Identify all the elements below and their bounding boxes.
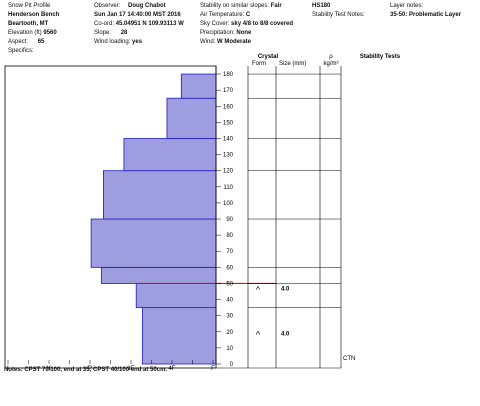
stability-tests-header: Stability Tests — [360, 54, 401, 60]
height-label-80: 80 — [226, 233, 233, 239]
height-label-110: 110 — [223, 185, 233, 191]
hardness-label-1f: 1F — [127, 366, 134, 372]
coord-value: 45.04951 N 109.93113 W — [115, 21, 184, 27]
hardness-layer-7 — [180, 73, 217, 99]
datetime: Sun Jan 17 14:40:00 MST 2016 — [94, 12, 181, 18]
height-label-140: 140 — [223, 136, 234, 142]
crystal-header: Crystal — [258, 54, 279, 60]
hardness-layer-0 — [141, 307, 217, 365]
rho-header: ρ — [329, 54, 333, 60]
height-label-180: 180 — [223, 72, 234, 78]
precip-value: None — [236, 30, 252, 36]
height-label-70: 70 — [226, 249, 233, 255]
height-label-130: 130 — [223, 153, 234, 159]
size-header: Size (mm) — [279, 61, 306, 67]
sky-label: Sky Cover: — [200, 21, 230, 27]
layer-notes-label: Layer notes: — [390, 3, 424, 9]
rho-unit-header: kg/m³ — [324, 61, 339, 67]
notes: Notes: CPST 70/100, end at 35, CPST 40/1… — [4, 367, 168, 373]
location: Beartooth, MT — [8, 21, 49, 27]
hardness-layer-5 — [123, 138, 217, 172]
hardness-layer-4 — [103, 170, 217, 220]
crystal-size-1: 4.0 — [281, 331, 290, 337]
stability-notes-label: Stability Test Notes: — [312, 12, 365, 18]
hardness-layer-3 — [90, 218, 217, 268]
wind-loading-value: yes — [132, 39, 143, 45]
wind-loading-label: Wind loading: — [94, 39, 131, 45]
observer-label: Observer: — [94, 3, 121, 9]
height-label-60: 60 — [226, 265, 233, 271]
height-label-40: 40 — [226, 298, 233, 304]
stability-value: Fair — [270, 3, 282, 9]
wind-value: W Moderate — [217, 39, 252, 45]
slope-value: 28 — [120, 30, 128, 36]
height-label-120: 120 — [223, 169, 234, 175]
hardness-label-f: F — [211, 366, 215, 372]
hardness-label-i: I — [7, 366, 9, 372]
height-label-50: 50 — [226, 281, 233, 287]
slope-label: Slope: — [94, 30, 112, 36]
sky-value: sky 4/8 to 8/8 covered — [231, 21, 294, 27]
air-temp-label: Air Temperature: — [200, 12, 245, 18]
hs-value: HS180 — [312, 3, 331, 9]
hardness-layer-1 — [135, 283, 217, 309]
hardness-label-k: K — [47, 366, 51, 372]
height-label-170: 170 — [223, 88, 234, 94]
aspect-label: Aspect: — [8, 39, 29, 45]
height-label-160: 160 — [223, 104, 234, 110]
aspect-value: 65 — [37, 39, 45, 45]
hardness-layer-2 — [100, 266, 217, 284]
layer-notes-value: 35-50: Problematic Layer — [390, 12, 462, 18]
height-label-100: 100 — [223, 201, 234, 207]
hardness-label-p: P — [88, 366, 92, 372]
height-label-10: 10 — [226, 346, 233, 352]
observer-value: Doug Chabot — [128, 3, 166, 9]
air-temp-value: C — [245, 12, 251, 18]
test-result: CTN — [343, 356, 355, 362]
hardness-label-4f: 4F — [168, 366, 175, 372]
height-label-20: 20 — [226, 330, 233, 336]
crystal-form-icon: ^ — [256, 284, 261, 294]
site-name: Henderson Bench — [8, 12, 60, 18]
height-label-30: 30 — [226, 314, 233, 320]
precip-label: Precipitation: — [200, 30, 235, 36]
stability-label: Stability on similar slopes: — [200, 3, 270, 9]
wind-label: Wind: — [200, 39, 216, 45]
elevation-label: Elevation (ft) — [8, 30, 42, 36]
specifics-label: Specifics: — [8, 48, 34, 54]
height-label-150: 150 — [223, 120, 234, 126]
elevation-value: 9560 — [43, 30, 57, 36]
form-header: Form — [252, 61, 266, 67]
height-label-90: 90 — [226, 217, 233, 223]
header-title: Snow Pit Profile — [8, 3, 51, 9]
crystal-size-0: 4.0 — [281, 286, 290, 292]
height-label-0: 0 — [230, 362, 234, 368]
hardness-layer-6 — [166, 97, 217, 139]
coord-label: Co-ord: — [94, 21, 115, 27]
crystal-form-icon: ^ — [256, 329, 261, 339]
